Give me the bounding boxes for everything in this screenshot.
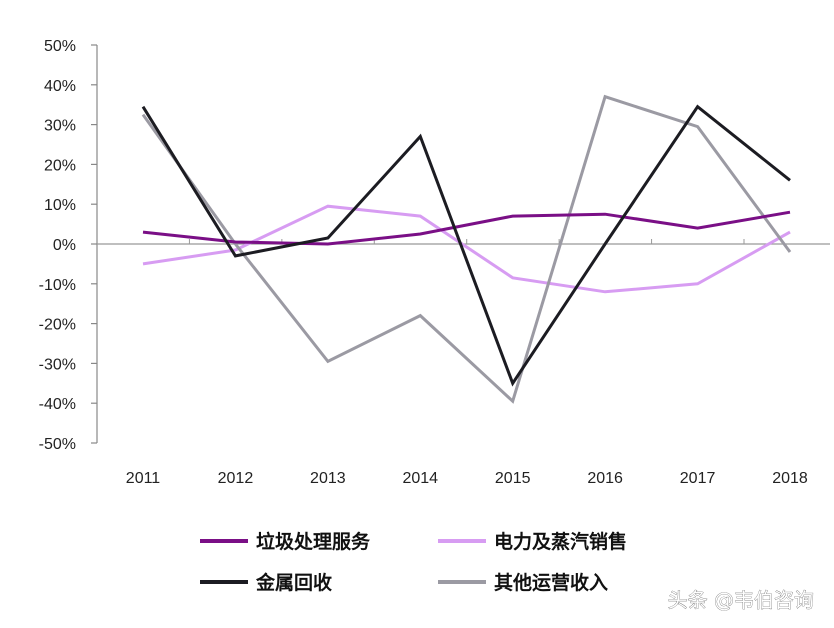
- y-tick-label: 50%: [44, 38, 76, 55]
- y-tick-label: 30%: [44, 118, 76, 135]
- y-tick-label: -20%: [39, 317, 76, 334]
- x-axis: 2011 2012 2013 2014 2015 2016 2017 2018: [97, 239, 830, 487]
- series-line-3: [141, 94, 792, 404]
- x-tick-label: 2012: [218, 470, 254, 487]
- y-axis: 50% 40% 30% 20% 10% 0% -10% -20% -30% -40% -50%: [39, 38, 98, 453]
- x-tick-label: 2014: [402, 470, 438, 487]
- y-tick-label: 40%: [44, 78, 76, 95]
- watermark: 头条 @韦伯咨询: [667, 588, 814, 613]
- legend-label-0: 垃圾处理服务: [256, 530, 371, 553]
- legend-label-1: 电力及蒸汽销售: [494, 530, 627, 553]
- x-tick-label: 2011: [126, 470, 161, 487]
- y-tick-label: -30%: [39, 356, 76, 373]
- y-tick-label: 10%: [44, 197, 76, 214]
- x-tick-label: 2013: [310, 470, 346, 487]
- watermark-text: 头条 @韦伯咨询: [668, 588, 814, 612]
- y-tick-label: 0%: [53, 237, 76, 254]
- series-lines: [141, 94, 792, 404]
- x-tick-label: 2015: [495, 470, 531, 487]
- x-tick-label: 2016: [587, 470, 623, 487]
- y-tick-label: -50%: [39, 436, 76, 453]
- x-tick-label: 2017: [680, 470, 716, 487]
- x-tick-label: 2018: [772, 470, 808, 487]
- legend-label-3: 其他运营收入: [494, 571, 608, 594]
- series-line-2: [141, 104, 791, 387]
- y-tick-label: 20%: [44, 157, 76, 174]
- legend-label-2: 金属回收: [255, 571, 332, 594]
- y-tick-label: -40%: [39, 396, 76, 413]
- series-line-0: [142, 210, 791, 246]
- y-tick-label: -10%: [39, 277, 76, 294]
